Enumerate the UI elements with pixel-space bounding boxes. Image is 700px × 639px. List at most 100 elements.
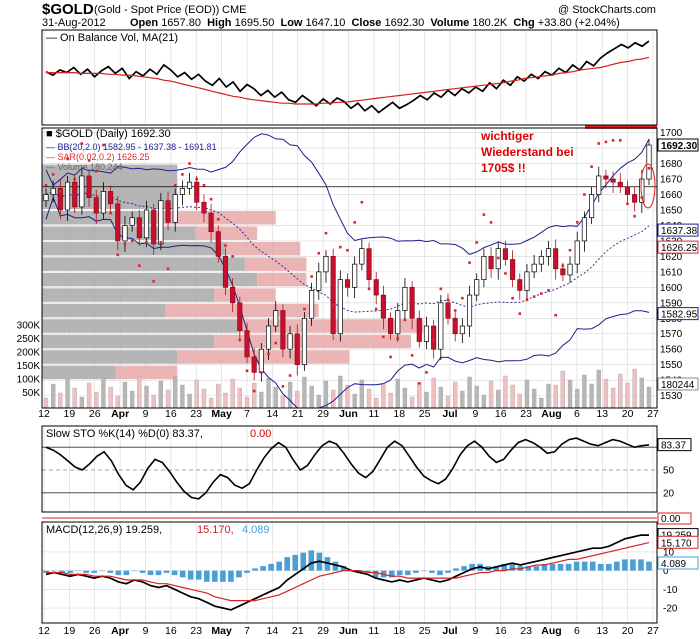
candle-body	[524, 271, 530, 291]
sar-dot	[331, 304, 335, 308]
sto-axis-label: 50	[663, 466, 675, 477]
price-axis-label: 1590	[660, 298, 683, 309]
candle-body	[538, 256, 544, 265]
macd-hist-bar	[75, 570, 81, 572]
sar-dot	[195, 177, 199, 181]
x-tick-label: Apr	[111, 408, 129, 420]
volume-bar	[108, 386, 113, 409]
macd-hist-bar	[581, 561, 588, 571]
candle-body	[165, 200, 171, 223]
volume-bar	[295, 390, 300, 409]
candle-body	[316, 271, 322, 291]
volume-bar	[539, 397, 544, 409]
sar-dot	[547, 289, 550, 292]
sar-dot	[482, 213, 486, 216]
sar-dot	[540, 292, 543, 295]
volume-bar	[330, 389, 336, 409]
vbp-bar-gray	[42, 365, 116, 380]
macd-hist-bar	[614, 561, 620, 571]
candle-body	[344, 279, 351, 288]
volume-bar	[453, 381, 458, 409]
candle-body	[201, 201, 207, 214]
volume-axis-label: 100K	[17, 375, 41, 386]
macd-hist-bar	[292, 554, 299, 571]
volume-bar	[72, 387, 77, 409]
vbp-bar-gray	[42, 350, 178, 364]
sar-dot	[432, 338, 435, 342]
sar-dot	[267, 352, 270, 356]
volume-bar	[560, 370, 566, 409]
sar-dot	[410, 354, 414, 357]
price-axis-label: 1650	[660, 205, 683, 216]
x-tick-label: 9	[143, 625, 149, 637]
macd-hist-bar	[340, 566, 347, 571]
volume-bar	[639, 377, 644, 409]
macd-hist-bar	[597, 563, 604, 571]
sto-panel-frame	[41, 425, 658, 513]
sar-dot	[417, 381, 421, 385]
candle-body	[488, 256, 494, 270]
macd-hist-bar	[589, 561, 596, 571]
macd-hist-bar	[429, 570, 435, 573]
volume-bar	[323, 380, 329, 409]
chart-symbol: $GOLD	[42, 1, 94, 18]
x-tick-label: Jun	[339, 408, 358, 420]
volume-bar	[259, 391, 264, 409]
macd-hist-bar	[131, 570, 138, 572]
macd-hist-bar	[565, 563, 572, 571]
volume-bar	[467, 376, 472, 409]
volume-bar	[618, 373, 623, 409]
sar-dot	[288, 374, 292, 377]
sar-dot	[511, 296, 514, 300]
sar-dot	[209, 197, 213, 201]
macd-hist-bar	[284, 557, 290, 571]
volume-bar	[632, 368, 637, 409]
macd-hist-bar	[260, 566, 266, 571]
macd-hist-bar	[573, 561, 580, 571]
volume-bar	[445, 395, 451, 409]
candle-body	[373, 279, 379, 296]
macd-hist-bar	[630, 559, 636, 571]
macd-hist-bar	[461, 566, 467, 571]
volume-bar	[144, 385, 149, 409]
volume-bar	[216, 383, 221, 409]
volume-value-label: 180244	[661, 380, 695, 391]
macd-hist-bar	[236, 570, 242, 578]
price-axis-label: 1560	[660, 345, 683, 356]
price-axis-label: 1610	[660, 267, 683, 278]
vbp-bar-gray	[42, 288, 215, 302]
volume-bar	[402, 387, 408, 409]
volume-bar	[266, 377, 271, 409]
sar-dot	[374, 307, 378, 311]
volume-bar	[115, 395, 120, 409]
candle-body	[617, 181, 623, 188]
candle-body	[280, 310, 286, 350]
macd-hist-bar	[533, 566, 540, 571]
sar-dot	[618, 139, 622, 142]
sar-dot	[453, 309, 457, 312]
volume-bar	[517, 393, 522, 409]
macd-hist-bar	[276, 561, 282, 571]
candle-body	[237, 302, 243, 332]
price-value-label: 1582.95	[661, 310, 698, 321]
volume-bar	[201, 388, 207, 409]
candle-body	[215, 231, 221, 257]
x-tick-label: Jun	[339, 625, 358, 637]
price-axis-label: 1530	[660, 391, 683, 402]
low-label: Low	[280, 17, 303, 29]
candle-body	[416, 317, 422, 342]
price-value-box	[657, 307, 699, 321]
macd-hist-bar	[139, 570, 146, 573]
candle-body	[646, 144, 652, 180]
obv-ma-line	[46, 56, 650, 105]
volume-bar	[417, 382, 422, 409]
x-tick-label: 6	[574, 625, 580, 637]
volume-bar	[596, 369, 601, 409]
sto-zero-box-label: 0.00	[661, 514, 681, 525]
price-panel-frame	[41, 127, 658, 409]
x-tick-label: 23	[190, 408, 202, 420]
sar-dot	[554, 313, 557, 317]
macd-panel-frame	[41, 521, 658, 624]
chart-date: 31-Aug-2012	[42, 17, 106, 29]
